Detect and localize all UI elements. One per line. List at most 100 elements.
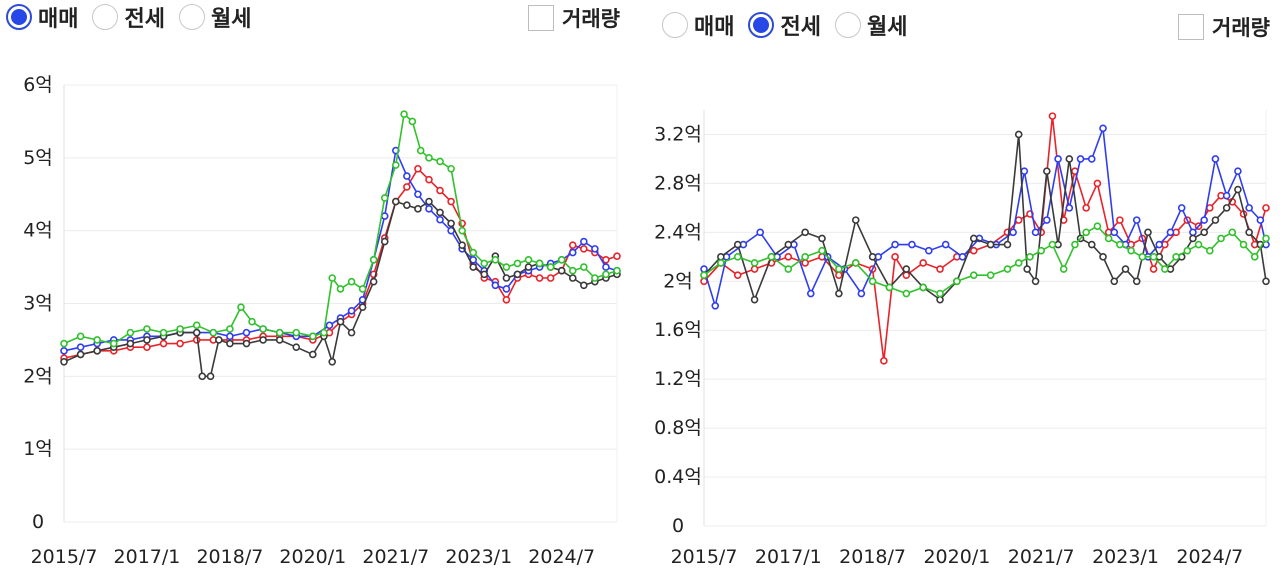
data-point [1262, 234, 1270, 243]
radio-sale[interactable]: 매매 [6, 1, 78, 33]
data-point [469, 263, 478, 271]
x-tick-label: 2020/1 [279, 546, 346, 568]
data-point [924, 246, 933, 255]
data-point [436, 208, 444, 217]
data-point [801, 253, 809, 261]
y-tick-label: 2억 [663, 270, 693, 292]
data-point [436, 186, 444, 195]
data-point [248, 317, 256, 326]
y-tick-label: 1억 [23, 438, 53, 460]
y-tick-label: 0.8억 [654, 417, 702, 439]
radio-monthly-circle[interactable] [834, 12, 861, 38]
data-point [784, 265, 793, 273]
data-point [176, 339, 184, 348]
data-point [347, 277, 356, 286]
data-point [958, 253, 967, 261]
x-tick-label: 2018/7 [839, 546, 906, 568]
x-tick-label: 2024/7 [528, 546, 595, 568]
x-tick-label: 2024/7 [1176, 546, 1243, 568]
data-point [143, 336, 151, 344]
left-volume-checkbox-box[interactable] [528, 5, 554, 31]
data-point [436, 215, 444, 224]
series-line-black [63, 200, 618, 378]
data-point [835, 289, 843, 298]
data-point [60, 339, 68, 348]
data-point [328, 274, 337, 282]
data-point [835, 265, 843, 273]
data-point [919, 259, 927, 267]
x-tick-label: 2015/7 [671, 546, 738, 568]
data-point [447, 164, 455, 173]
data-point [784, 240, 793, 249]
data-point [1009, 228, 1017, 237]
radio-sale-circle[interactable] [662, 12, 688, 38]
data-point [1200, 216, 1208, 224]
y-tick-label: 2억 [23, 365, 53, 387]
data-point [891, 240, 899, 249]
data-point [292, 328, 301, 337]
data-point [880, 357, 888, 365]
data-point [868, 277, 877, 286]
data-point [818, 246, 826, 255]
data-point [1144, 228, 1152, 237]
data-point [436, 157, 444, 166]
data-point [535, 259, 544, 268]
data-point [502, 296, 511, 304]
radio-jeonse[interactable]: 전세 [748, 9, 821, 41]
data-point [1014, 216, 1023, 224]
data-point [557, 255, 566, 264]
data-point [176, 325, 184, 333]
data-point [1110, 228, 1119, 237]
data-point [1043, 167, 1051, 175]
data-point [568, 266, 577, 275]
data-point [1104, 234, 1113, 243]
data-point [1183, 246, 1192, 255]
data-point [425, 205, 433, 213]
data-point [885, 283, 894, 292]
data-point [275, 328, 284, 337]
radio-sale[interactable]: 매매 [662, 9, 734, 41]
data-point [425, 197, 433, 206]
data-point [292, 343, 301, 352]
radio-monthly[interactable]: 월세 [834, 9, 907, 41]
data-point [580, 281, 588, 290]
left-volume-checkbox[interactable]: 거래량 [528, 3, 620, 33]
data-point [806, 289, 815, 298]
data-point [425, 175, 433, 184]
radio-monthly[interactable]: 월세 [178, 1, 251, 33]
radio-monthly-circle[interactable] [178, 4, 205, 30]
data-point [1037, 246, 1046, 255]
radio-sale-label: 매매 [38, 7, 79, 32]
data-point [1245, 204, 1253, 212]
data-point [1043, 216, 1051, 224]
data-point [458, 226, 466, 235]
data-point [1132, 216, 1141, 224]
right-price-type-radios: 매매 전세 월세 [662, 9, 907, 41]
right-volume-checkbox-box[interactable] [1178, 14, 1204, 40]
data-point [700, 271, 708, 279]
data-point [1059, 265, 1068, 273]
data-point [613, 266, 621, 275]
data-point [143, 325, 151, 333]
radio-jeonse-label: 전세 [124, 7, 165, 32]
data-point [1222, 204, 1231, 212]
radio-sale-circle[interactable] [6, 4, 32, 30]
data-point [535, 274, 544, 282]
data-point [1177, 204, 1186, 212]
data-point [733, 253, 742, 261]
data-point [414, 205, 422, 213]
data-point [717, 253, 725, 261]
radio-jeonse-circle[interactable] [92, 4, 119, 30]
series-red [700, 112, 1270, 365]
radio-jeonse-circle[interactable] [748, 12, 775, 38]
data-point [851, 216, 860, 224]
data-point [568, 248, 577, 257]
data-point [1155, 240, 1164, 249]
data-point [750, 295, 759, 304]
data-point [513, 270, 522, 279]
radio-jeonse[interactable]: 전세 [92, 1, 165, 33]
right-volume-checkbox[interactable]: 거래량 [1178, 12, 1270, 42]
data-point [1256, 216, 1265, 224]
data-point [750, 259, 759, 267]
